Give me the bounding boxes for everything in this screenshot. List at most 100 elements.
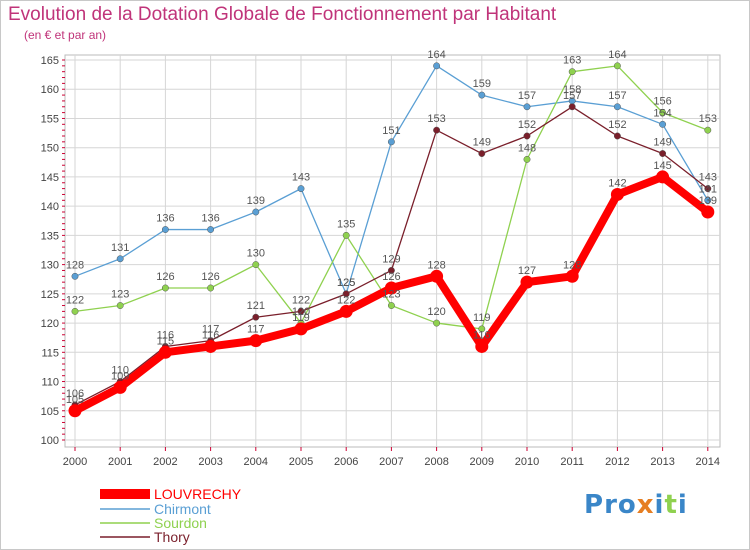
- y-tick-label: 155: [41, 113, 59, 125]
- legend-label-louvrechy: LOUVRECHY: [154, 486, 242, 502]
- logo-letter: i: [654, 490, 665, 520]
- logo-letter: P: [584, 490, 605, 520]
- data-point-chirmont: [478, 91, 486, 99]
- logo-letter: t: [664, 490, 678, 520]
- data-label-chirmont: 139: [247, 195, 265, 207]
- data-label-sourdon: 126: [156, 271, 174, 283]
- x-tick-label: 2007: [379, 456, 403, 468]
- y-tick-label: 150: [41, 143, 59, 155]
- legend-item-sourdon[interactable]: Sourdon: [100, 516, 207, 530]
- data-point-louvrechy: [249, 334, 263, 348]
- data-point-thory: [252, 313, 260, 321]
- data-label-chirmont: 141: [699, 183, 717, 195]
- data-label-chirmont: 125: [337, 277, 355, 289]
- data-label-chirmont: 164: [427, 49, 445, 61]
- data-label-thory: 157: [563, 90, 581, 102]
- data-label-sourdon: 130: [247, 248, 265, 260]
- y-tick-label: 100: [41, 435, 59, 447]
- x-tick-label: 2003: [198, 456, 222, 468]
- data-label-chirmont: 143: [292, 172, 310, 184]
- data-point-louvrechy: [158, 345, 172, 359]
- data-point-louvrechy: [339, 304, 353, 318]
- data-point-louvrechy: [294, 322, 308, 336]
- data-point-chirmont: [704, 196, 712, 204]
- data-label-thory: 121: [247, 300, 265, 312]
- data-label-chirmont: 151: [382, 125, 400, 137]
- data-label-louvrechy: 116: [202, 329, 220, 341]
- data-point-thory: [613, 132, 621, 140]
- data-point-louvrechy: [610, 187, 624, 201]
- y-tick-label: 135: [41, 230, 59, 242]
- data-point-louvrechy: [701, 205, 715, 219]
- data-label-louvrechy: 119: [292, 312, 310, 324]
- data-point-sourdon: [613, 62, 621, 70]
- data-label-thory: 149: [473, 137, 491, 149]
- data-point-chirmont: [659, 120, 667, 128]
- data-label-sourdon: 135: [337, 218, 355, 230]
- x-tick-label: 2000: [63, 456, 87, 468]
- data-point-thory: [523, 132, 531, 140]
- legend-swatch-chirmont: [100, 508, 150, 510]
- data-point-thory: [704, 185, 712, 193]
- data-label-sourdon: 122: [66, 294, 84, 306]
- data-point-sourdon: [433, 319, 441, 327]
- data-label-chirmont: 157: [608, 90, 626, 102]
- data-point-chirmont: [71, 272, 79, 280]
- data-point-louvrechy: [656, 170, 670, 184]
- data-label-thory: 153: [427, 113, 445, 125]
- data-label-thory: 129: [382, 253, 400, 265]
- legend-label-sourdon: Sourdon: [154, 515, 207, 531]
- data-point-louvrechy: [430, 269, 444, 283]
- y-tick-label: 120: [41, 318, 59, 330]
- y-tick-label: 105: [41, 406, 59, 418]
- data-point-sourdon: [704, 126, 712, 134]
- data-label-chirmont: 128: [66, 259, 84, 271]
- data-label-sourdon: 163: [563, 55, 581, 67]
- data-label-louvrechy: 116: [473, 329, 491, 341]
- y-tick-label: 140: [41, 201, 59, 213]
- data-label-louvrechy: 115: [157, 335, 175, 347]
- data-label-thory: 117: [202, 324, 220, 336]
- x-tick-label: 2001: [108, 456, 132, 468]
- data-point-sourdon: [116, 302, 124, 309]
- data-point-chirmont: [252, 208, 260, 216]
- data-point-chirmont: [387, 138, 395, 146]
- data-point-thory: [387, 267, 395, 274]
- legend-item-louvrechy[interactable]: LOUVRECHY: [100, 487, 241, 501]
- y-tick-label: 130: [41, 260, 59, 272]
- legend-item-thory[interactable]: Thory: [100, 530, 190, 544]
- data-label-chirmont: 159: [473, 78, 491, 90]
- y-tick-label: 115: [41, 347, 59, 359]
- data-label-sourdon: 123: [382, 289, 400, 301]
- x-tick-label: 2002: [153, 456, 177, 468]
- y-tick-label: 145: [41, 172, 59, 184]
- data-label-chirmont: 158: [563, 84, 581, 96]
- data-label-sourdon: 148: [518, 142, 536, 154]
- data-point-sourdon: [161, 284, 169, 292]
- data-label-chirmont: 154: [653, 107, 671, 119]
- data-label-chirmont: 131: [111, 242, 129, 254]
- data-label-sourdon: 153: [699, 113, 717, 125]
- data-point-louvrechy: [113, 380, 127, 394]
- data-point-louvrechy: [520, 275, 534, 289]
- data-label-chirmont: 136: [156, 213, 174, 225]
- data-point-chirmont: [433, 62, 441, 70]
- data-label-chirmont: 136: [201, 213, 219, 225]
- data-point-louvrechy: [204, 339, 218, 353]
- data-label-thory: 106: [66, 388, 84, 400]
- data-point-sourdon: [387, 302, 395, 309]
- x-tick-label: 2004: [244, 456, 268, 468]
- y-tick-label: 165: [41, 55, 59, 67]
- data-label-louvrechy: 145: [653, 160, 671, 172]
- data-point-sourdon: [523, 155, 531, 163]
- legend-item-chirmont[interactable]: Chirmont: [100, 502, 211, 516]
- data-point-sourdon: [207, 284, 215, 292]
- data-point-chirmont: [161, 226, 169, 233]
- data-label-thory: 149: [653, 137, 671, 149]
- data-point-thory: [478, 150, 486, 157]
- x-tick-label: 2009: [470, 456, 494, 468]
- data-label-thory: 152: [608, 119, 626, 131]
- data-point-sourdon: [342, 231, 350, 239]
